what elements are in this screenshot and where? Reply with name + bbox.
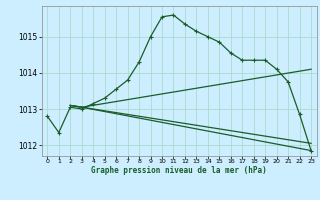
X-axis label: Graphe pression niveau de la mer (hPa): Graphe pression niveau de la mer (hPa) [91,166,267,175]
